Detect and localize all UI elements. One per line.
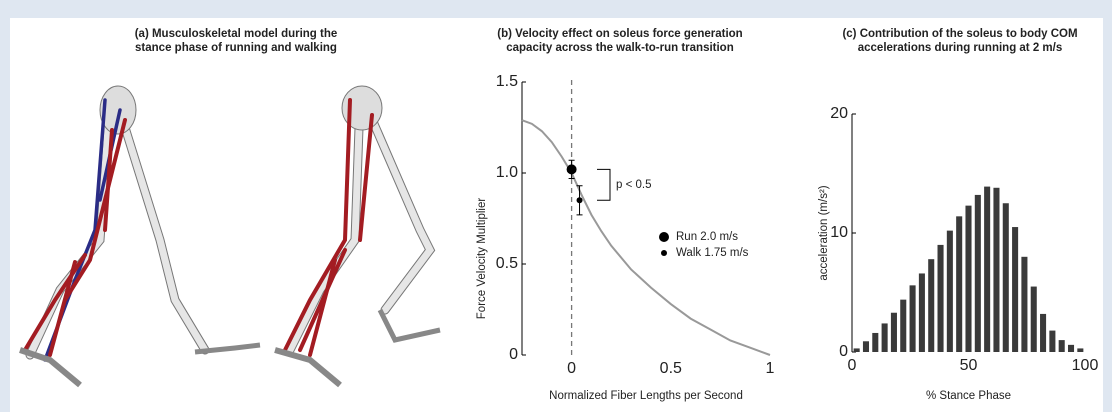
x-tick-label: 0 <box>567 360 576 377</box>
bar <box>946 230 953 352</box>
bar <box>853 348 860 352</box>
chart-title: capacity across the walk-to-run transiti… <box>506 42 734 54</box>
bar <box>872 332 879 352</box>
bar <box>1077 348 1084 352</box>
panel-background <box>10 18 1103 412</box>
data-point <box>576 197 583 204</box>
y-tick-label: 20 <box>830 105 848 122</box>
legend-label: Walk 1.75 m/s <box>676 247 749 259</box>
curve <box>521 119 771 356</box>
y-tick-label: 0 <box>509 346 518 363</box>
bar <box>900 299 907 352</box>
y-axis-label: Force Velocity Multiplier <box>476 198 488 320</box>
bar <box>1040 313 1047 352</box>
bar <box>918 273 925 352</box>
bar <box>890 312 897 352</box>
skeleton-running <box>19 85 261 388</box>
bar <box>1067 344 1075 352</box>
legend-marker <box>659 232 669 242</box>
y-tick-label: 0.5 <box>496 255 518 272</box>
bar <box>965 205 972 352</box>
y-axis-label: acceleration (m/s²) <box>818 185 830 280</box>
annotation: p < 0.5 <box>616 179 652 191</box>
y-tick-label: 1.5 <box>496 73 518 90</box>
y-tick-label: 10 <box>830 224 848 241</box>
bar <box>1049 330 1056 352</box>
x-tick-label: 1 <box>766 360 775 377</box>
x-tick-label: 0 <box>848 357 857 374</box>
bar <box>862 341 870 352</box>
y-tick-label: 1.0 <box>496 164 518 181</box>
y-tick-label: 0 <box>839 343 848 360</box>
bar <box>1012 227 1019 352</box>
panel-a-title: stance phase of running and walking <box>135 42 337 54</box>
bar <box>974 194 981 352</box>
legend-label: Run 2.0 m/s <box>676 231 738 243</box>
skeleton-walking <box>274 85 441 388</box>
bar <box>956 216 963 352</box>
bar <box>909 285 916 352</box>
bar <box>881 323 888 352</box>
bar <box>993 187 1000 352</box>
x-tick-label: 0.5 <box>660 360 682 377</box>
chart-title: accelerations during running at 2 m/s <box>858 42 1063 54</box>
bar <box>984 186 991 352</box>
bar <box>1021 256 1028 352</box>
bar <box>1030 286 1037 352</box>
x-tick-label: 100 <box>1072 357 1099 374</box>
significance-bracket <box>597 168 611 201</box>
chart-title: (c) Contribution of the soleus to body C… <box>842 28 1077 40</box>
data-point <box>566 164 577 175</box>
bar <box>1058 340 1065 352</box>
legend-marker <box>661 250 667 256</box>
panel-a-title: (a) Musculoskeletal model during the <box>135 28 338 40</box>
x-axis-label: % Stance Phase <box>926 390 1011 402</box>
bar <box>937 244 944 352</box>
bar <box>1002 203 1009 352</box>
x-axis-label: Normalized Fiber Lengths per Second <box>549 390 743 402</box>
bar <box>928 259 935 352</box>
chart-title: (b) Velocity effect on soleus force gene… <box>497 28 742 40</box>
x-tick-label: 50 <box>960 357 978 374</box>
